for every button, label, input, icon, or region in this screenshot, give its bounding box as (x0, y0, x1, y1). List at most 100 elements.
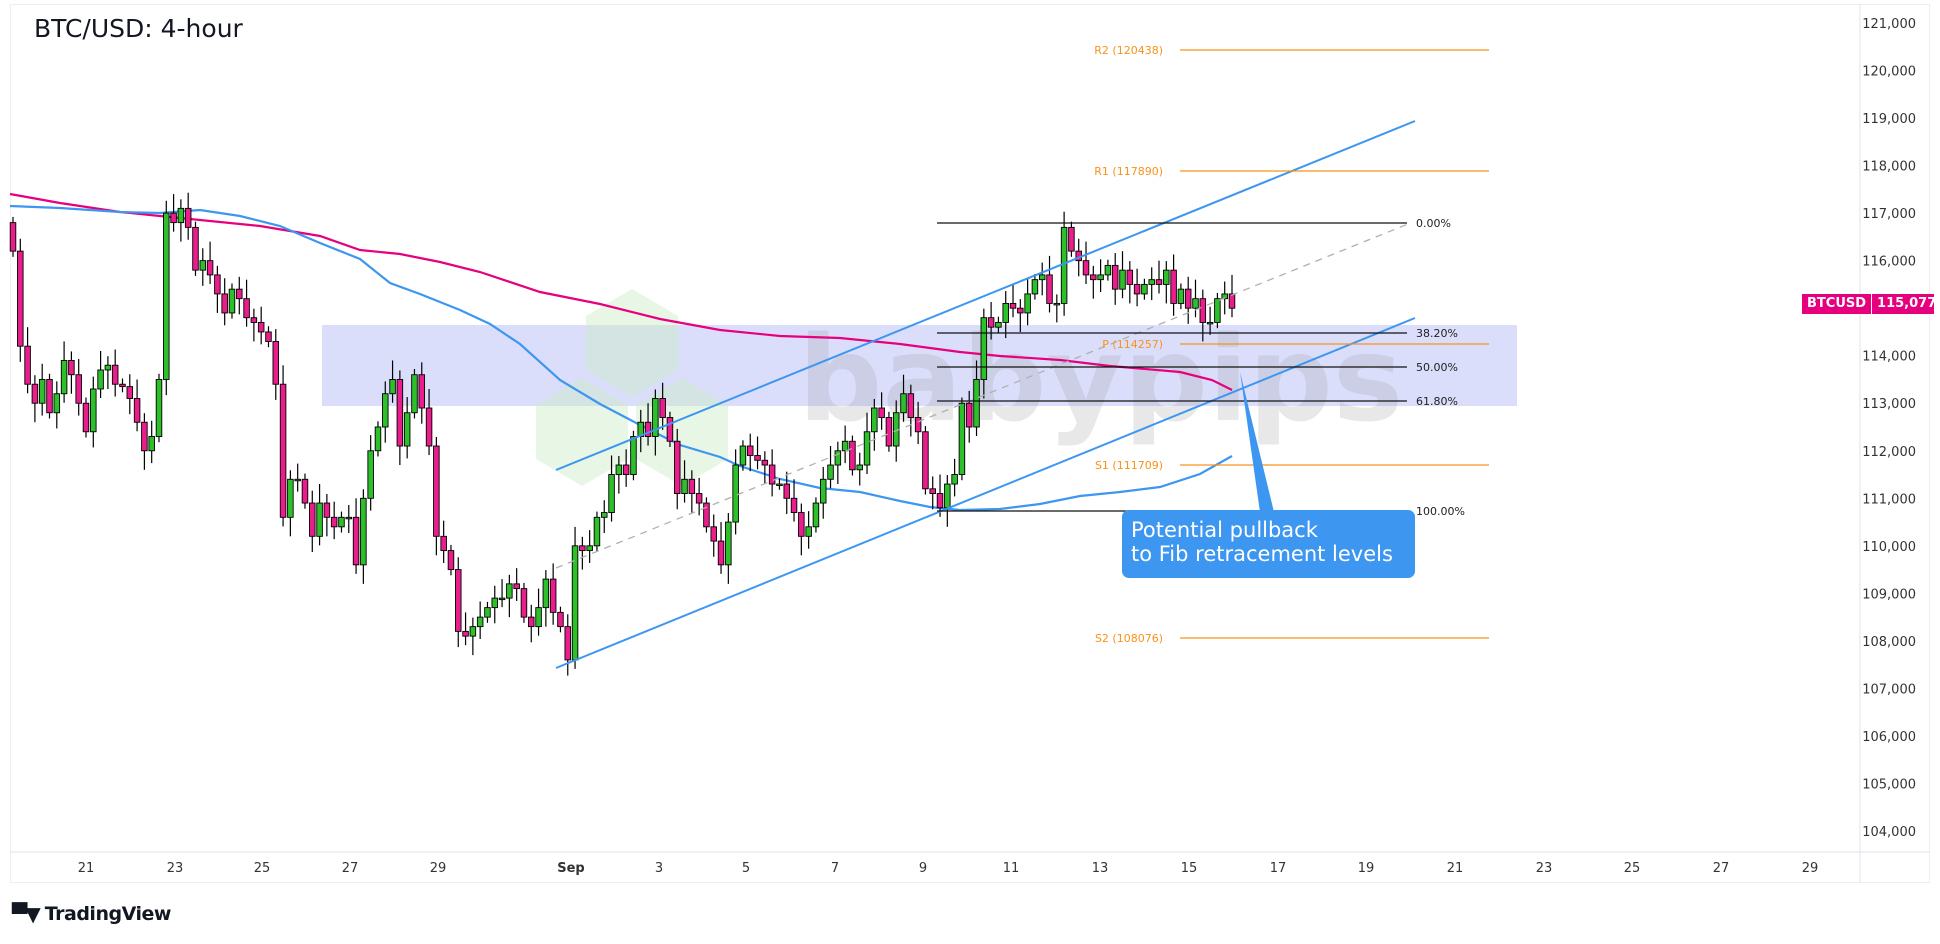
candle-down (965, 402, 973, 428)
candle-down (688, 478, 696, 494)
tradingview-logo-icon: ▀▼ (12, 902, 41, 926)
babypips-watermark: babypips (536, 289, 1403, 486)
candle-down (447, 550, 455, 571)
time-tick-label: 5 (742, 861, 750, 876)
candle-down (673, 440, 681, 494)
candle-up (506, 583, 513, 599)
pivot-levels[interactable]: R2 (120438) R1 (117890) P (114257) S1 (1117… (1094, 44, 1489, 645)
candle-down (1155, 279, 1163, 285)
price-tick-label: 109,000 (1862, 587, 1916, 602)
pivot-level-label: R1 (117890) (1094, 165, 1163, 178)
candle-up (199, 260, 207, 271)
candle-up (148, 436, 155, 452)
pivot-level-label: R2 (120438) (1094, 44, 1163, 57)
time-tick-label: 7 (831, 861, 839, 876)
candle-up (374, 426, 382, 452)
candle-down (754, 455, 761, 461)
candle-up (1141, 283, 1148, 295)
watermark-hexagon-icon (586, 289, 678, 397)
time-tick-label: 27 (342, 861, 359, 876)
candle-down (549, 578, 557, 613)
trend-dashed-line[interactable] (555, 223, 1409, 569)
candle-down (433, 445, 440, 537)
candle-down (710, 526, 717, 542)
candle-down (425, 407, 433, 447)
candle-down (141, 421, 148, 452)
candle-up (571, 545, 579, 661)
price-tick-label: 112,000 (1862, 445, 1916, 460)
price-axis[interactable]: 121,000 120,000 119,000 118,000 117,000 116,0… (1862, 17, 1916, 840)
pivot-level-label: S2 (108076) (1095, 632, 1163, 645)
candle-down (192, 226, 199, 271)
candle-down (1017, 307, 1024, 314)
candle-down (929, 488, 936, 494)
candle-down (914, 417, 922, 433)
chart-frame (10, 4, 1930, 883)
channel-upper-line[interactable] (555, 120, 1416, 471)
candle-down (644, 421, 652, 437)
candle-down (922, 431, 929, 490)
candle-up (1206, 321, 1214, 325)
candlestick-series[interactable] (9, 192, 1236, 676)
candle-up (476, 616, 484, 628)
candle-down (236, 288, 243, 300)
watermark-hexagon-icon (636, 378, 728, 486)
candle-down (440, 535, 447, 552)
candle-down (659, 398, 666, 418)
fib-level-label: 61.80% (1416, 395, 1458, 408)
candle-down (520, 588, 528, 618)
candle-down (462, 630, 469, 637)
candle-down (455, 569, 462, 632)
time-tick-label: 21 (1447, 861, 1464, 876)
fib-zone-rectangle[interactable] (322, 325, 1517, 406)
candle-up (97, 369, 104, 390)
candle-down (68, 360, 75, 376)
fib-level-label: 38.20% (1416, 327, 1458, 340)
candle-down (111, 364, 119, 385)
candle-down (798, 512, 805, 537)
candle-up (1177, 288, 1185, 304)
candle-up (900, 393, 907, 414)
candle-up (1038, 274, 1046, 281)
candle-down (666, 417, 674, 442)
annotation-callout[interactable]: Potential pullback to Fib retracement le… (1122, 510, 1415, 578)
candle-up (287, 478, 294, 518)
candle-up (652, 398, 659, 437)
time-tick-label: 29 (1802, 861, 1819, 876)
candle-down (1184, 288, 1192, 309)
candle-up (411, 374, 418, 414)
candle-down (987, 317, 995, 328)
candle-down (768, 464, 776, 485)
candle-up (732, 464, 739, 523)
candle-up (615, 464, 623, 475)
tradingview-wordmark: TradingView (44, 903, 172, 925)
candle-up (294, 478, 301, 482)
time-tick-label: 11 (1003, 861, 1020, 876)
candle-up (608, 474, 615, 514)
candle-up (871, 407, 878, 433)
candle-up (1002, 302, 1009, 323)
candle-up (491, 597, 499, 609)
candle-up (725, 521, 732, 566)
candle-up (1214, 298, 1221, 323)
candle-down (250, 317, 258, 323)
candle-down (579, 545, 586, 552)
candle-down (622, 464, 630, 475)
callout-pointer (1240, 372, 1274, 512)
tradingview-logo[interactable]: ▀▼ TradingView (12, 902, 171, 926)
time-tick-label: 29 (430, 861, 447, 876)
candle-down (1082, 260, 1090, 276)
candle-up (367, 450, 374, 499)
candle-down (75, 374, 82, 404)
price-tick-label: 104,000 (1862, 825, 1916, 840)
candle-up (338, 516, 345, 528)
time-axis[interactable]: 21 23 25 27 29 Sep 3 5 7 9 11 13 15 17 19 21 23 25 27 29 (78, 861, 1819, 876)
candle-down (184, 207, 192, 228)
ma-slow-line (9, 192, 1233, 391)
candle-up (60, 360, 68, 395)
channel-lower-line[interactable] (555, 317, 1416, 669)
candle-down (1228, 293, 1236, 309)
candle-down (878, 407, 885, 418)
candle-down (119, 383, 126, 388)
